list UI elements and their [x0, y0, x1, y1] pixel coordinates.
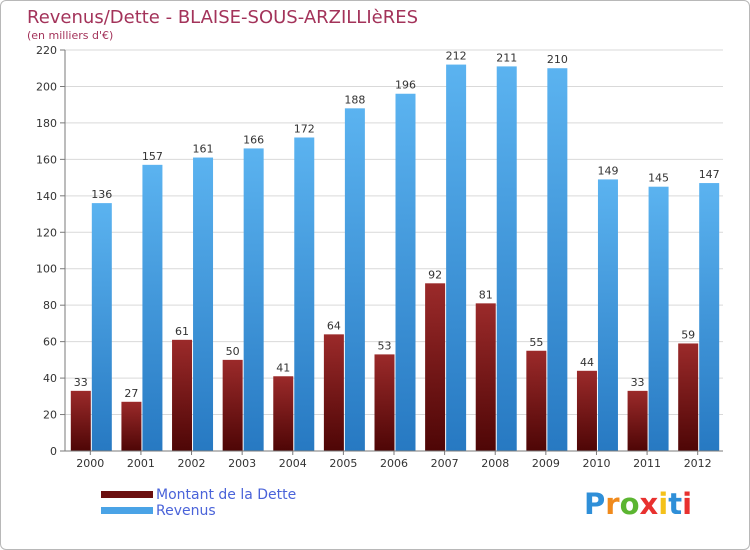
bar-revenus — [142, 164, 163, 451]
bar-dette — [172, 339, 193, 451]
bar-revenus — [597, 179, 618, 451]
y-tick-label: 160 — [36, 153, 57, 166]
legend-label-revenus: Revenus — [156, 503, 216, 519]
logo-letter: o — [619, 487, 640, 521]
data-label-revenus: 136 — [91, 188, 112, 201]
proxiti-logo: Proxiti — [584, 487, 692, 521]
y-tick-label: 60 — [43, 336, 57, 349]
bar-dette — [374, 354, 395, 451]
x-tick-label: 2004 — [279, 457, 307, 470]
x-tick-label: 2000 — [76, 457, 104, 470]
bar-revenus — [699, 183, 720, 452]
logo-letter: i — [682, 487, 693, 521]
data-label-revenus: 145 — [648, 172, 669, 185]
legend-swatch-revenus — [101, 507, 153, 514]
x-tick-label: 2008 — [481, 457, 509, 470]
x-tick-label: 2009 — [532, 457, 560, 470]
data-label-revenus: 196 — [395, 79, 416, 92]
y-tick-label: 0 — [50, 445, 57, 458]
bar-revenus — [243, 148, 264, 451]
bar-dette — [627, 390, 648, 451]
bar-revenus — [395, 93, 416, 451]
bar-revenus — [91, 203, 112, 451]
data-label-revenus: 157 — [142, 150, 163, 163]
y-tick-label: 180 — [36, 117, 57, 130]
data-label-dette: 50 — [226, 345, 240, 358]
data-label-dette: 44 — [580, 356, 594, 369]
data-label-dette: 41 — [276, 361, 290, 374]
bar-dette — [222, 359, 243, 451]
y-tick-label: 80 — [43, 299, 57, 312]
axis-layer: 0 20 40 60 80 100 120 140 160 180 200 220 2000 2001 20… — [36, 44, 723, 470]
data-label-dette: 55 — [529, 336, 543, 349]
data-label-revenus: 211 — [496, 51, 517, 64]
bar-dette — [425, 283, 446, 451]
logo-letter: P — [584, 487, 606, 521]
y-tick-label: 200 — [36, 80, 57, 93]
y-tick-label: 120 — [36, 226, 57, 239]
data-label-dette: 33 — [74, 376, 88, 389]
bar-dette — [576, 370, 597, 451]
data-label-dette: 27 — [124, 387, 138, 400]
logo-letter: t — [668, 487, 683, 521]
data-label-revenus: 166 — [243, 133, 264, 146]
data-label-revenus: 147 — [699, 168, 720, 181]
bar-revenus — [648, 186, 669, 452]
bar-revenus — [294, 137, 315, 451]
x-tick-label: 2005 — [329, 457, 357, 470]
bar-revenus — [446, 64, 467, 451]
data-label-dette: 64 — [327, 319, 341, 332]
x-tick-label: 2006 — [380, 457, 408, 470]
bar-dette — [323, 334, 344, 451]
legend-label-dette: Montant de la Dette — [156, 487, 297, 503]
bar-revenus — [496, 66, 517, 452]
legend-swatch-dette — [101, 491, 153, 498]
bar-layer: 33 136 27 157 61 161 50 166 41 172 64 188 53 196 92 212… — [70, 50, 720, 452]
chart-title: Revenus/Dette - BLAISE-SOUS-ARZILLIèRES — [27, 7, 419, 28]
y-tick-label: 20 — [43, 409, 57, 422]
data-label-dette: 61 — [175, 325, 189, 338]
x-tick-label: 2002 — [178, 457, 206, 470]
y-tick-label: 220 — [36, 44, 57, 57]
data-label-revenus: 210 — [547, 53, 568, 66]
x-tick-label: 2003 — [228, 457, 256, 470]
bar-dette — [273, 376, 294, 451]
data-label-dette: 92 — [428, 268, 442, 281]
data-label-revenus: 161 — [193, 143, 214, 156]
x-tick-label: 2011 — [633, 457, 661, 470]
bar-revenus — [344, 108, 365, 451]
logo-letter: r — [605, 487, 620, 521]
bar-dette — [70, 390, 91, 451]
data-label-dette: 81 — [479, 288, 493, 301]
data-label-dette: 33 — [631, 376, 645, 389]
x-tick-label: 2012 — [684, 457, 712, 470]
y-tick-label: 100 — [36, 263, 57, 276]
chart-subtitle: (en milliers d'€) — [27, 29, 114, 42]
y-tick-label: 40 — [43, 372, 57, 385]
data-label-revenus: 149 — [597, 164, 618, 177]
bar-revenus — [547, 68, 568, 452]
logo-letter: i — [658, 487, 669, 521]
bar-dette — [526, 350, 547, 451]
y-tick-label: 140 — [36, 190, 57, 203]
data-label-dette: 59 — [681, 328, 695, 341]
bar-dette — [475, 303, 496, 451]
data-label-revenus: 172 — [294, 122, 315, 135]
bar-revenus — [193, 157, 214, 452]
data-label-revenus: 188 — [344, 93, 365, 106]
x-tick-label: 2001 — [127, 457, 155, 470]
data-label-revenus: 212 — [446, 50, 467, 63]
bar-dette — [121, 401, 142, 451]
bar-dette — [678, 343, 699, 451]
data-label-dette: 53 — [378, 339, 392, 352]
x-tick-label: 2010 — [582, 457, 610, 470]
logo-letter: x — [639, 487, 659, 521]
x-tick-label: 2007 — [431, 457, 459, 470]
